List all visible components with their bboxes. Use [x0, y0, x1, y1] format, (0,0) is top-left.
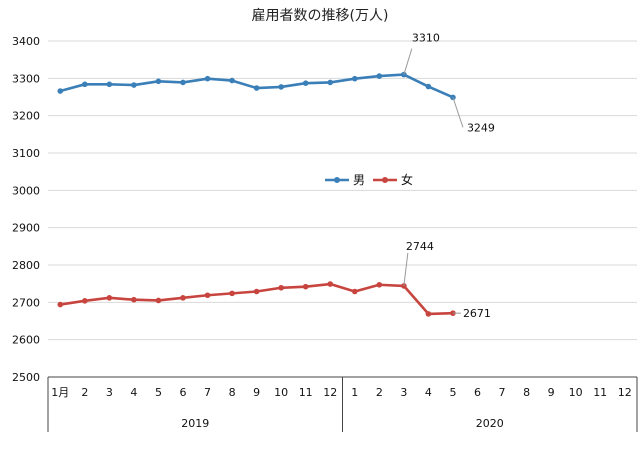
y-tick-label: 2700 — [12, 296, 40, 309]
data-point — [204, 75, 211, 82]
x-tick-label: 10 — [569, 386, 583, 399]
data-point — [327, 79, 334, 86]
data-point — [180, 295, 186, 301]
year-group-label: 2019 — [181, 417, 209, 430]
x-tick-label: 2 — [376, 386, 383, 399]
data-label: 2671 — [463, 307, 491, 320]
x-tick-label: 5 — [449, 386, 456, 399]
series-0 — [57, 71, 456, 101]
y-tick-label: 3200 — [12, 110, 40, 123]
axes: 2500 2600 2700 2800 2900 3000 3100 3200 3300 3400… — [12, 35, 638, 432]
data-point — [180, 79, 186, 86]
annotation-leader — [403, 252, 409, 286]
y-tick-label: 3400 — [12, 35, 40, 48]
x-tick-label: 10 — [274, 386, 288, 399]
x-tick-label: 11 — [593, 386, 607, 399]
data-point — [82, 81, 88, 88]
x-tick-label: 4 — [130, 386, 137, 399]
data-point — [302, 80, 309, 86]
data-point — [327, 281, 334, 287]
legend: 男女 — [325, 172, 413, 187]
x-tick-label: 4 — [425, 386, 432, 399]
legend-label: 女 — [401, 172, 413, 187]
x-tick-label: 3 — [106, 386, 113, 399]
x-tick-label: 3 — [400, 386, 407, 399]
data-label: 2744 — [406, 240, 434, 253]
y-tick-label: 2800 — [12, 259, 40, 272]
data-point — [351, 75, 358, 82]
data-point — [131, 82, 137, 88]
legend-label: 男 — [353, 173, 365, 187]
data-point — [204, 292, 211, 299]
data-point — [351, 288, 358, 295]
data-label: 3310 — [412, 32, 440, 45]
x-tick-label: 1月 — [51, 386, 69, 399]
x-tick-label: 8 — [523, 386, 530, 399]
legend-swatch-marker — [382, 177, 388, 183]
data-point — [106, 81, 113, 88]
data-point — [425, 83, 432, 90]
x-tick-label: 9 — [548, 386, 555, 399]
x-tick-label: 7 — [204, 386, 211, 399]
gridlines — [48, 40, 637, 341]
data-point — [253, 288, 260, 295]
y-tick-label: 3000 — [12, 184, 40, 197]
data-point — [376, 281, 383, 288]
data-point — [155, 297, 162, 304]
series-line — [60, 282, 453, 316]
data-point — [425, 311, 432, 317]
annotation-leader — [452, 97, 464, 128]
x-tick-label: 5 — [155, 386, 162, 399]
y-tick-label: 2500 — [12, 371, 40, 384]
data-point — [302, 283, 309, 290]
data-point — [278, 284, 284, 291]
data-point — [82, 298, 88, 304]
x-tick-label: 6 — [179, 386, 186, 399]
data-point — [253, 85, 260, 91]
x-tick-label: 1 — [351, 386, 358, 399]
data-point — [229, 77, 235, 84]
x-tick-label: 11 — [299, 386, 313, 399]
y-tick-label: 2600 — [12, 334, 40, 347]
data-point — [131, 296, 137, 303]
data-point — [376, 73, 383, 79]
year-group-label: 2020 — [476, 417, 504, 430]
data-point — [278, 84, 284, 90]
series-layer — [57, 71, 456, 317]
series-1 — [57, 281, 456, 317]
x-tick-label: 12 — [618, 386, 632, 399]
x-tick-label: 2 — [81, 386, 88, 399]
data-point — [57, 301, 64, 308]
y-tick-label: 3100 — [12, 147, 40, 160]
annotations: 3310 3249 2744 2671 — [403, 32, 495, 320]
y-tick-label: 3300 — [12, 72, 40, 85]
x-tick-label: 7 — [499, 386, 506, 399]
data-point — [155, 78, 162, 85]
x-tick-label: 12 — [323, 386, 337, 399]
legend-swatch-marker — [334, 177, 340, 183]
x-tick-label: 8 — [229, 386, 236, 399]
x-tick-label: 6 — [474, 386, 481, 399]
data-point — [229, 290, 235, 297]
chart-title: 雇用者数の推移(万人) — [252, 7, 389, 24]
data-point — [106, 295, 113, 301]
x-tick-label: 9 — [253, 386, 260, 399]
data-label: 3249 — [467, 121, 495, 134]
annotation-leader — [403, 48, 413, 75]
data-point — [57, 88, 64, 94]
y-tick-label: 2900 — [12, 222, 40, 235]
